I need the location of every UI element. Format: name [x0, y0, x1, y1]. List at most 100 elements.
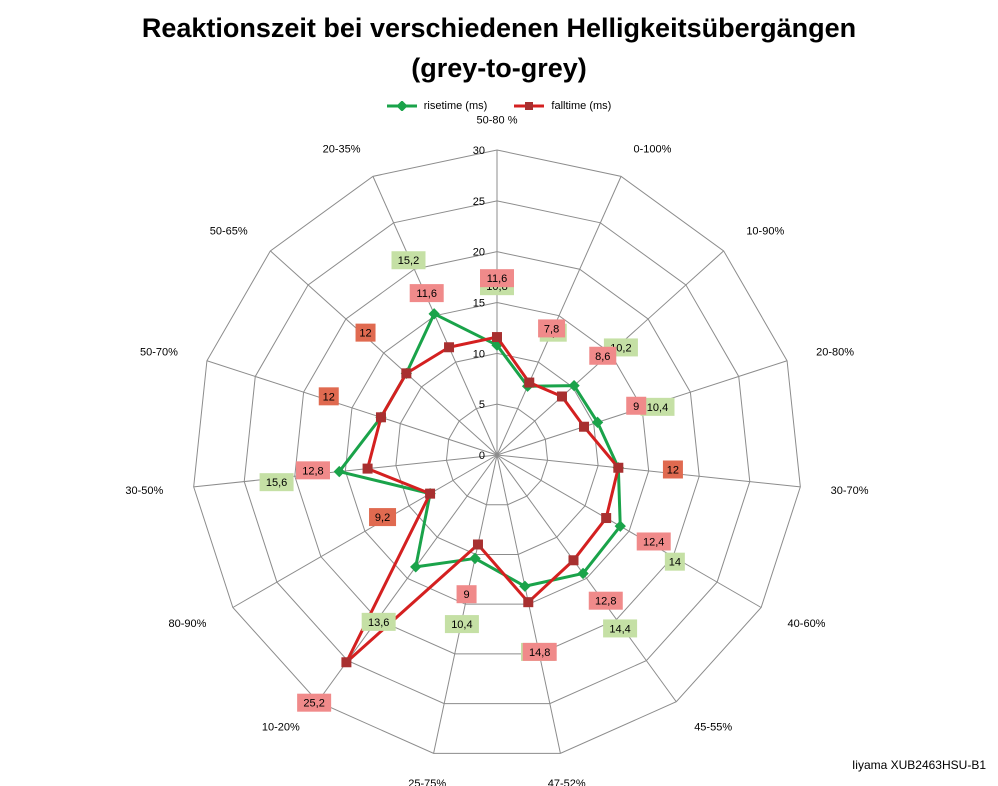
fall-point: [556, 391, 567, 402]
rise-data-label: 14: [669, 557, 681, 569]
fall-point: [425, 488, 436, 499]
category-label: 50-70%: [140, 346, 178, 358]
rise-point: [614, 520, 626, 532]
legend-item-fall: falltime (ms): [514, 100, 611, 112]
rise-point: [577, 567, 589, 580]
fall-point: [444, 342, 455, 353]
fall-point: [613, 462, 624, 473]
fall-data-label: 12,8: [595, 596, 616, 608]
category-label: 20-80%: [816, 346, 854, 358]
category-label: 30-70%: [831, 485, 869, 497]
fall-series-line: [344, 335, 620, 664]
fall-data-label-bg: [588, 591, 623, 610]
fall-data-label: 14,8: [529, 647, 550, 659]
fall-point: [524, 377, 535, 388]
grid-spoke: [270, 250, 498, 456]
category-label: 10-20%: [262, 721, 300, 733]
radial-tick-label: 10: [473, 348, 485, 360]
rise-data-label: 10,4: [647, 402, 668, 414]
fall-point: [362, 463, 373, 474]
rise-data-label-bg: [444, 615, 479, 634]
rise-data-label: 10,4: [451, 619, 472, 631]
fall-data-label-bg: [297, 693, 332, 712]
fall-data-label: 25,2: [303, 698, 324, 710]
grid-ring: [445, 403, 549, 506]
radial-tick-label: 0: [479, 450, 485, 462]
radial-tick-label: 20: [473, 247, 485, 259]
fall-data-label-bg: [369, 508, 397, 527]
fall-point: [579, 421, 590, 432]
fall-data-label: 8,6: [595, 351, 610, 363]
legend-item-rise: risetime (ms): [386, 100, 488, 113]
fall-data-label-bg: [295, 461, 330, 480]
fall-data-label: 12,8: [302, 465, 323, 477]
grid-ring: [294, 251, 700, 655]
rise-data-label-bg: [664, 552, 685, 571]
fall-data-label: 9: [633, 401, 639, 413]
grid-ring: [243, 200, 751, 705]
fall-data-label: 12,4: [643, 536, 664, 548]
rise-point: [469, 552, 481, 565]
fall-data-label-bg: [662, 460, 683, 479]
fall-data-label: 7,8: [544, 323, 559, 335]
fall-point: [601, 513, 612, 524]
chart-title: Reaktionszeit bei verschiedenen Helligke…: [0, 8, 998, 88]
rise-point: [591, 416, 604, 428]
chart-title-line2: (grey-to-grey): [411, 53, 587, 83]
grid-spoke: [232, 454, 498, 608]
legend-swatch-rise: [386, 101, 417, 112]
grid-spoke: [496, 176, 622, 456]
fall-point: [492, 332, 502, 343]
fall-data-label: 12: [323, 391, 335, 403]
rise-data-label-bg: [391, 251, 426, 270]
legend-swatch-fall: [514, 102, 545, 111]
fall-data-label-bg: [318, 387, 339, 406]
legend-label-fall: falltime (ms): [551, 100, 612, 113]
grid-spoke: [206, 360, 498, 456]
footer-model-label: Iiyama XUB2463HSU-B1: [851, 758, 986, 772]
fall-point: [401, 368, 412, 379]
category-label: 25-75%: [408, 778, 446, 786]
fall-data-label: 9: [463, 589, 469, 601]
rise-data-label-bg: [259, 473, 294, 492]
fall-data-label-bg: [538, 319, 566, 338]
rise-data-label-bg: [603, 619, 638, 638]
fall-point: [375, 412, 386, 423]
radial-tick-label: 5: [479, 399, 485, 411]
fall-data-label-bg: [636, 532, 671, 551]
fall-data-label-bg: [409, 284, 444, 303]
grid-ring: [395, 352, 599, 555]
fall-data-label: 12: [359, 328, 371, 340]
fall-data-label-bg: [480, 269, 514, 288]
category-label: 45-55%: [694, 721, 732, 733]
category-label: 10-90%: [746, 226, 784, 238]
grid-spoke: [193, 454, 498, 488]
radial-tick-label: 15: [473, 298, 485, 310]
grid-spoke: [433, 454, 498, 754]
fall-data-label-bg: [626, 396, 647, 415]
grid-ring: [193, 149, 801, 754]
rise-point: [428, 308, 440, 320]
rise-data-label-bg: [640, 397, 675, 416]
grid-ring: [344, 301, 650, 605]
category-label: 20-35%: [323, 144, 361, 156]
rise-data-label: 14,4: [609, 623, 630, 635]
legend: risetime (ms) falltime (ms): [0, 100, 998, 112]
rise-point: [410, 561, 422, 573]
fall-data-label-bg: [589, 346, 617, 365]
rise-data-label: 15,6: [266, 477, 287, 489]
fall-data-label-bg: [522, 642, 557, 661]
fall-point: [341, 657, 352, 668]
rise-data-label: 13,6: [368, 617, 389, 629]
fall-data-label: 12: [667, 464, 679, 476]
chart-title-line1: Reaktionszeit bei verschiedenen Helligke…: [141, 13, 857, 43]
fall-point: [523, 597, 534, 608]
fall-data-label: 11,6: [487, 273, 508, 285]
rise-data-label-bg: [361, 612, 396, 631]
radial-tick-label: 30: [473, 145, 485, 157]
fall-data-label-bg: [355, 323, 376, 342]
category-label: 40-60%: [788, 618, 826, 630]
category-label: 50-80 %: [477, 115, 518, 127]
legend-label-rise: risetime (ms): [423, 100, 488, 113]
